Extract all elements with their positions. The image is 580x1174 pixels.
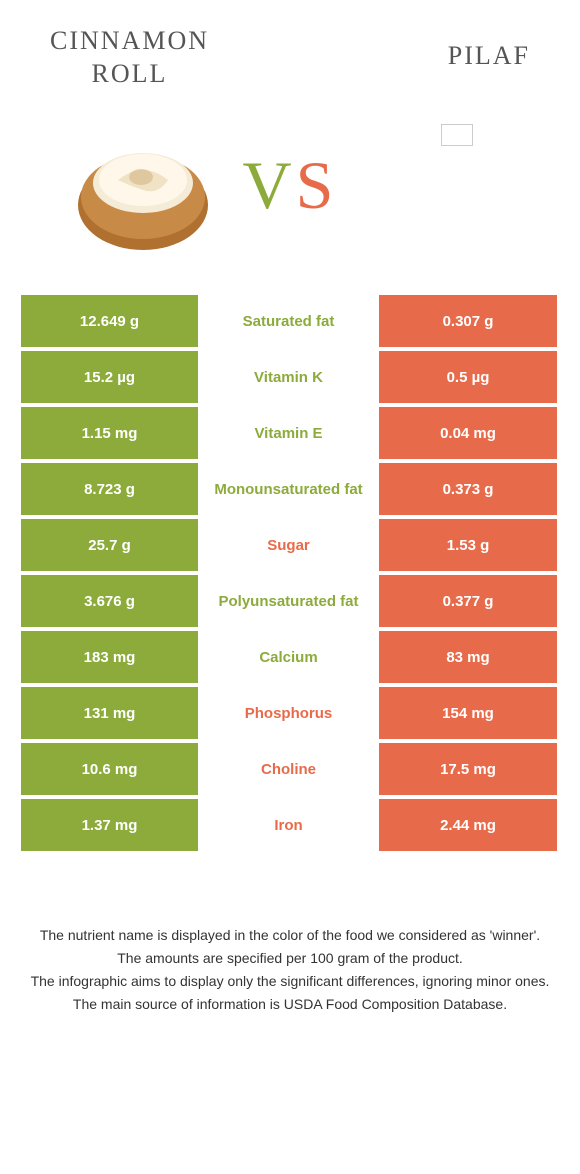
vs-label: VS [243,146,338,225]
table-row: 25.7 gSugar1.53 g [21,519,559,575]
table-row: 15.2 µgVitamin K0.5 µg [21,351,559,407]
table-row: 3.676 gPolyunsaturated fat0.377 g [21,575,559,631]
cell-left: 1.37 mg [21,799,200,851]
cell-right: 154 mg [379,687,557,739]
cell-nutrient: Polyunsaturated fat [200,575,379,627]
cell-nutrient: Saturated fat [200,295,379,347]
hero-row: VS [20,105,560,265]
cell-right: 0.377 g [379,575,557,627]
cell-left: 1.15 mg [21,407,200,459]
food-image-left [63,105,223,265]
table-row: 183 mgCalcium83 mg [21,631,559,687]
cell-left: 3.676 g [21,575,200,627]
cell-right: 0.04 mg [379,407,557,459]
cell-nutrient: Monounsaturated fat [200,463,379,515]
cell-left: 25.7 g [21,519,200,571]
cell-left: 10.6 mg [21,743,200,795]
cell-nutrient: Sugar [200,519,379,571]
table-row: 10.6 mgCholine17.5 mg [21,743,559,799]
table-row: 1.37 mgIron2.44 mg [21,799,559,855]
cell-right: 0.5 µg [379,351,557,403]
cell-right: 0.373 g [379,463,557,515]
table-row: 1.15 mgVitamin E0.04 mg [21,407,559,463]
cell-right: 0.307 g [379,295,557,347]
cell-nutrient: Vitamin E [200,407,379,459]
cell-right: 83 mg [379,631,557,683]
cell-right: 2.44 mg [379,799,557,851]
vs-s: S [296,147,338,223]
cell-left: 8.723 g [21,463,200,515]
vs-v: V [243,147,296,223]
footer-line: The amounts are specified per 100 gram o… [30,948,550,969]
cell-nutrient: Iron [200,799,379,851]
cell-left: 183 mg [21,631,200,683]
header: CINNAMONROLL Pilaf [20,25,560,90]
title-right: Pilaf [448,40,530,73]
food-image-right-placeholder [441,124,473,146]
cell-nutrient: Calcium [200,631,379,683]
cell-nutrient: Phosphorus [200,687,379,739]
table-row: 8.723 gMonounsaturated fat0.373 g [21,463,559,519]
table-row: 12.649 gSaturated fat0.307 g [21,295,559,351]
footer-line: The nutrient name is displayed in the co… [30,925,550,946]
table-row: 131 mgPhosphorus154 mg [21,687,559,743]
cell-right: 17.5 mg [379,743,557,795]
comparison-table: 12.649 gSaturated fat0.307 g15.2 µgVitam… [21,295,559,855]
cell-left: 12.649 g [21,295,200,347]
cell-left: 131 mg [21,687,200,739]
cell-nutrient: Choline [200,743,379,795]
footer-line: The main source of information is USDA F… [30,994,550,1015]
title-left: CINNAMONROLL [50,25,209,90]
cell-nutrient: Vitamin K [200,351,379,403]
footer-notes: The nutrient name is displayed in the co… [20,925,560,1015]
footer-line: The infographic aims to display only the… [30,971,550,992]
cell-left: 15.2 µg [21,351,200,403]
cell-right: 1.53 g [379,519,557,571]
